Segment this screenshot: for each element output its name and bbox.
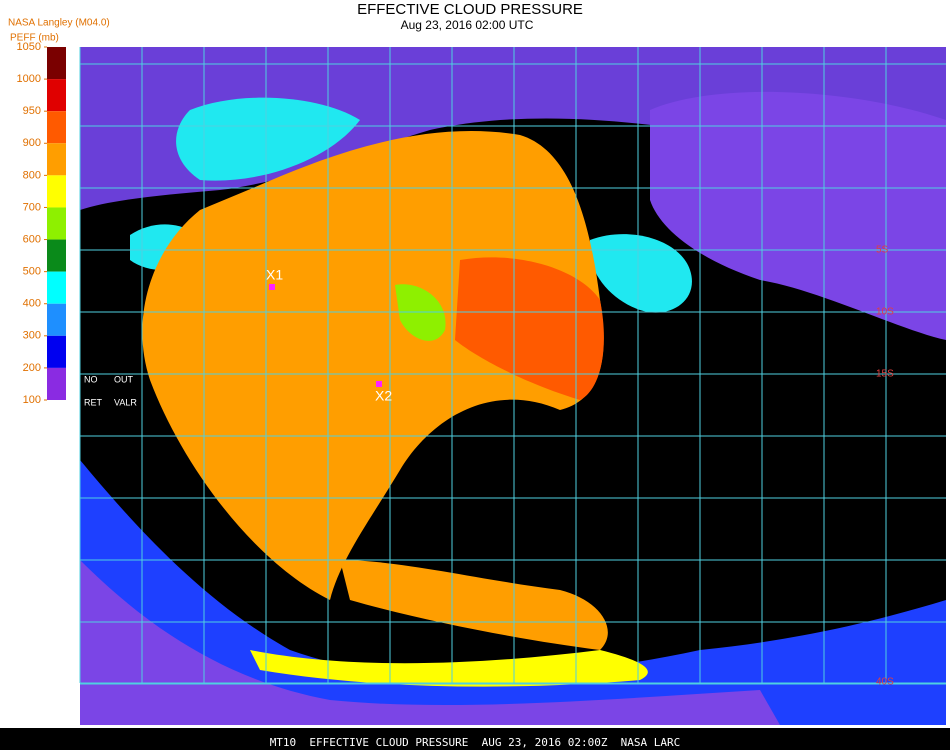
legend: 1050 1000 950 900 800 700 600 500 400 300 200 100 xyxy=(17,41,66,406)
marker xyxy=(376,381,382,387)
note: VALR xyxy=(114,397,137,407)
legend-label: 700 xyxy=(23,201,41,213)
marker-label: X1 xyxy=(266,267,283,283)
legend-label: 300 xyxy=(23,330,41,342)
cloud-cyan-nw xyxy=(176,97,360,181)
note: NO xyxy=(84,374,98,384)
legend-swatch xyxy=(47,239,66,272)
cloud-orange-south xyxy=(340,560,608,650)
marker xyxy=(269,284,275,290)
note: RET xyxy=(84,397,103,407)
legend-label: 400 xyxy=(23,298,41,310)
cloud-green xyxy=(395,284,446,341)
legend-swatch xyxy=(47,47,66,80)
legend-swatch xyxy=(47,367,66,400)
legend-swatch xyxy=(47,79,66,112)
legend-label: 800 xyxy=(23,169,41,181)
legend-swatch xyxy=(47,111,66,144)
grid-label: 5S xyxy=(876,245,889,256)
legend-swatch xyxy=(47,143,66,176)
cloud-violet-east xyxy=(650,91,946,341)
legend-source: NASA Langley (M04.0) xyxy=(8,18,110,29)
footer-band xyxy=(0,728,950,750)
legend-swatch xyxy=(47,271,66,304)
legend-swatch xyxy=(47,175,66,208)
legend-label: 500 xyxy=(23,266,41,278)
grid-label: 10S xyxy=(876,307,894,318)
legend-label: 900 xyxy=(23,137,41,149)
cloud-orange-red xyxy=(455,257,604,400)
grid xyxy=(79,47,946,685)
legend-unit: PEFF (mb) xyxy=(10,33,59,44)
note: OUT xyxy=(114,374,134,384)
legend-label: 1000 xyxy=(17,73,41,85)
subtitle: Aug 23, 2016 02:00 UTC xyxy=(401,18,534,32)
grid-label: 40S xyxy=(876,677,894,688)
legend-label: 100 xyxy=(23,394,41,406)
legend-swatch xyxy=(47,335,66,368)
legend-label: 950 xyxy=(23,105,41,117)
legend-label: 200 xyxy=(23,362,41,374)
legend-swatch xyxy=(47,207,66,240)
legend-label: 600 xyxy=(23,233,41,245)
cloud-violet-top xyxy=(80,47,946,210)
footer: MT10 EFFECTIVE CLOUD PRESSURE AUG 23, 20… xyxy=(270,736,681,749)
grid-label: 15S xyxy=(876,369,894,380)
marker-label: X2 xyxy=(375,388,392,404)
cloud-cyan-c xyxy=(589,234,692,313)
cloud-yellow-band xyxy=(250,650,648,687)
legend-label: 1050 xyxy=(17,41,41,53)
legend-swatch xyxy=(47,303,66,336)
map xyxy=(80,47,946,725)
title: EFFECTIVE CLOUD PRESSURE xyxy=(357,1,583,18)
cloud-orange xyxy=(142,131,604,600)
